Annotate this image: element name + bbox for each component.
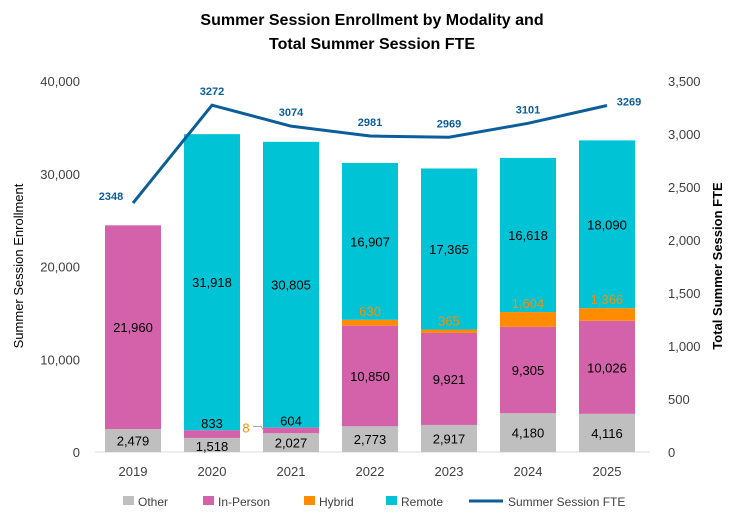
fte-label: 3101	[516, 104, 540, 116]
legend-label: Summer Session FTE	[508, 495, 625, 509]
data-label: 9,305	[512, 363, 545, 378]
data-label: 365	[438, 314, 460, 329]
legend-swatch	[386, 496, 397, 505]
data-label: 2,479	[117, 434, 150, 449]
bar-hybrid	[342, 319, 398, 326]
bar-in-person	[579, 320, 635, 414]
data-label: 4,180	[512, 426, 545, 441]
data-label: 30,805	[271, 278, 311, 293]
fte-label: 3272	[200, 86, 224, 98]
bar-other	[342, 426, 398, 452]
bar-remote	[500, 157, 556, 313]
data-label: 833	[201, 416, 223, 431]
data-label: 31,918	[192, 275, 232, 290]
y-tick-label: 0	[73, 445, 80, 460]
y2-tick-label: 3,500	[668, 74, 701, 89]
fte-label: 3074	[279, 107, 304, 119]
fte-label: 3269	[617, 96, 641, 108]
bar-in-person	[342, 325, 398, 427]
bar-in-person	[421, 332, 477, 425]
x-tick-label: 2023	[435, 464, 464, 479]
bar-other	[184, 437, 240, 452]
fte-label: 2969	[437, 118, 461, 130]
bar-remote	[342, 162, 398, 320]
bar-remote	[421, 168, 477, 330]
leader-line	[253, 426, 264, 430]
y-tick-label: 40,000	[40, 74, 80, 89]
data-label: 21,960	[113, 320, 153, 335]
data-label: 18,090	[587, 217, 627, 232]
bar-in-person	[500, 326, 556, 414]
data-label: 1,366	[591, 292, 624, 307]
data-label: 10,850	[350, 369, 390, 384]
bar-hybrid	[579, 308, 635, 321]
fte-label: 2348	[99, 191, 123, 203]
y2-axis-title: Total Summer Session FTE	[710, 182, 725, 350]
data-label: 8	[242, 421, 249, 436]
bar-in-person	[105, 225, 161, 430]
data-label: 16,618	[508, 228, 548, 243]
bar-other	[579, 413, 635, 452]
data-label: 4,116	[591, 426, 623, 441]
y-tick-label: 30,000	[40, 167, 80, 182]
bar-other	[500, 413, 556, 452]
legend-label: In-Person	[218, 495, 270, 509]
bar-other	[263, 433, 319, 452]
x-tick-label: 2019	[119, 464, 148, 479]
data-label: 1,604	[512, 296, 545, 311]
legend-label: Remote	[401, 495, 443, 509]
bar-remote	[579, 140, 635, 309]
data-label: 9,921	[433, 372, 466, 387]
y2-tick-label: 500	[668, 392, 690, 407]
data-label: 16,907	[350, 234, 390, 249]
y2-tick-label: 2,500	[668, 180, 701, 195]
y2-tick-label: 1,000	[668, 339, 701, 354]
y-tick-label: 20,000	[40, 260, 80, 275]
chart-title: Total Summer Session FTE	[269, 36, 475, 53]
data-label: 10,026	[587, 360, 627, 375]
data-label: 2,917	[433, 431, 466, 446]
data-label: 630	[359, 304, 381, 319]
legend-swatch	[123, 496, 134, 505]
bar-other	[421, 424, 477, 452]
bar-hybrid	[421, 329, 477, 333]
data-label: 1,518	[196, 439, 229, 454]
x-tick-label: 2024	[514, 464, 543, 479]
x-tick-label: 2021	[277, 464, 306, 479]
legend-label: Other	[138, 495, 168, 509]
chart-title: Summer Session Enrollment by Modality an…	[200, 12, 543, 29]
data-label: 2,027	[275, 436, 308, 451]
y-tick-label: 10,000	[40, 352, 80, 367]
data-label: 2,773	[354, 432, 387, 447]
x-tick-label: 2020	[198, 464, 227, 479]
data-label: 17,365	[429, 242, 469, 257]
bar-in-person	[263, 427, 319, 434]
bar-remote	[263, 141, 319, 428]
fte-label: 2981	[358, 117, 382, 129]
bar-remote	[184, 134, 240, 431]
bar-hybrid	[500, 312, 556, 327]
x-tick-label: 2025	[593, 464, 622, 479]
legend-label: Hybrid	[319, 495, 354, 509]
legend-swatch	[203, 496, 214, 505]
legend-swatch	[304, 496, 315, 505]
y2-tick-label: 3,000	[668, 127, 701, 142]
y2-tick-label: 0	[668, 445, 675, 460]
data-label: 604	[280, 414, 302, 429]
y2-tick-label: 1,500	[668, 286, 701, 301]
bar-in-person	[184, 430, 240, 438]
y2-tick-label: 2,000	[668, 233, 701, 248]
bar-other	[105, 429, 161, 452]
fte-line	[131, 103, 608, 205]
x-tick-label: 2022	[356, 464, 385, 479]
y-axis-title: Summer Session Enrollment	[11, 183, 26, 348]
